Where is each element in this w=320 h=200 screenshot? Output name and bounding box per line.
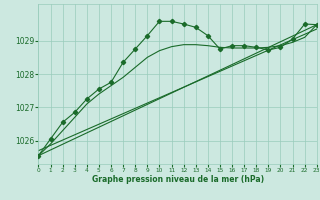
X-axis label: Graphe pression niveau de la mer (hPa): Graphe pression niveau de la mer (hPa) (92, 175, 264, 184)
